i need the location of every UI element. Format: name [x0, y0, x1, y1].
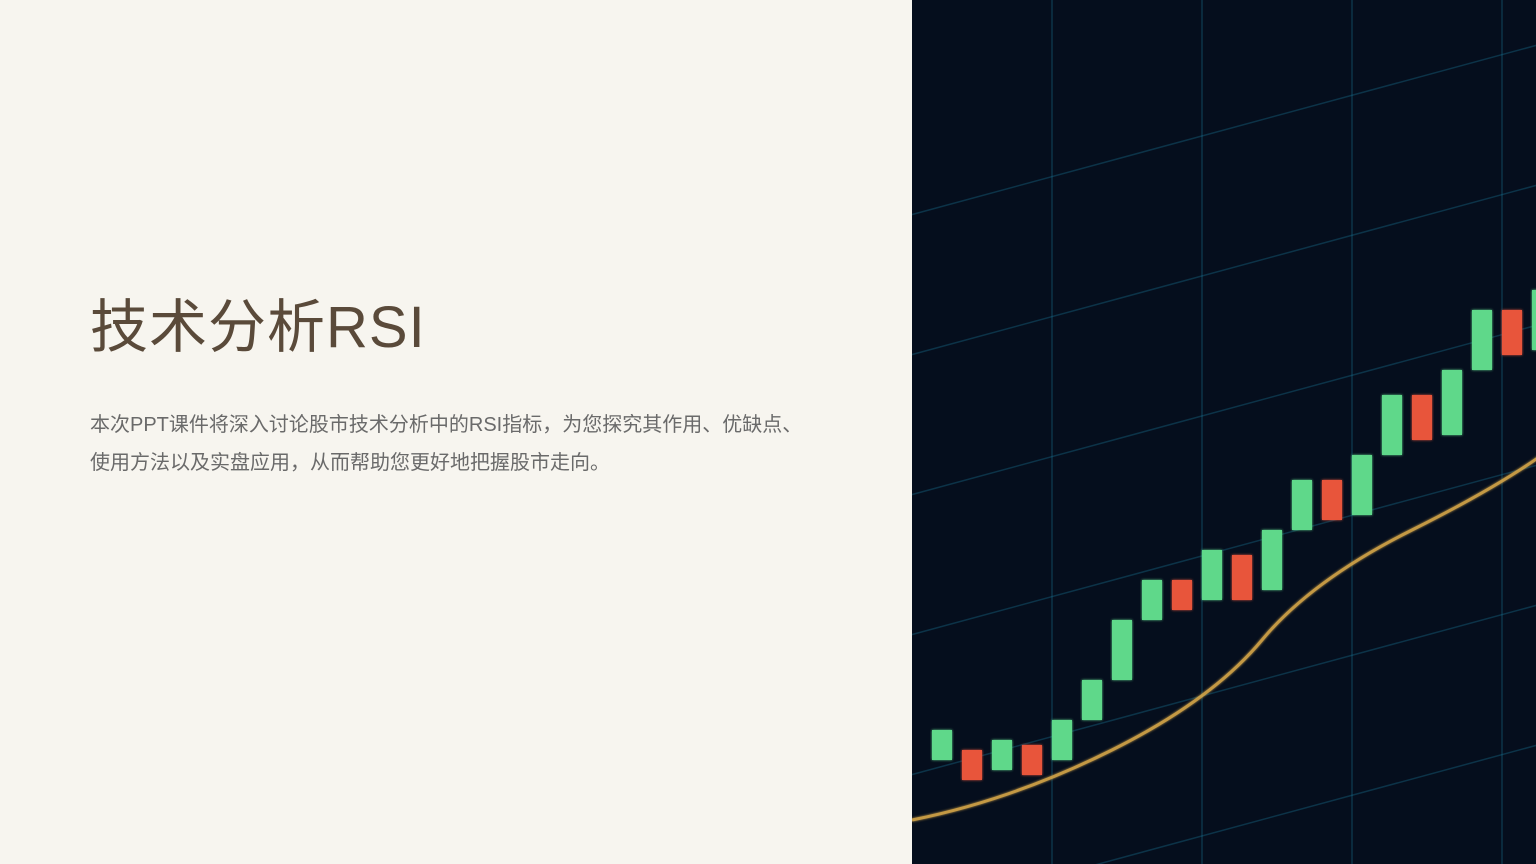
slide-description: 本次PPT课件将深入讨论股市技术分析中的RSI指标，为您探究其作用、优缺点、使用… [90, 406, 810, 482]
candlestick-chart [912, 0, 1536, 864]
left-content-panel: 技术分析RSI 本次PPT课件将深入讨论股市技术分析中的RSI指标，为您探究其作… [0, 0, 912, 864]
candlesticks [932, 280, 1536, 790]
chart-panel [912, 0, 1536, 864]
slide-title: 技术分析RSI [90, 280, 822, 364]
